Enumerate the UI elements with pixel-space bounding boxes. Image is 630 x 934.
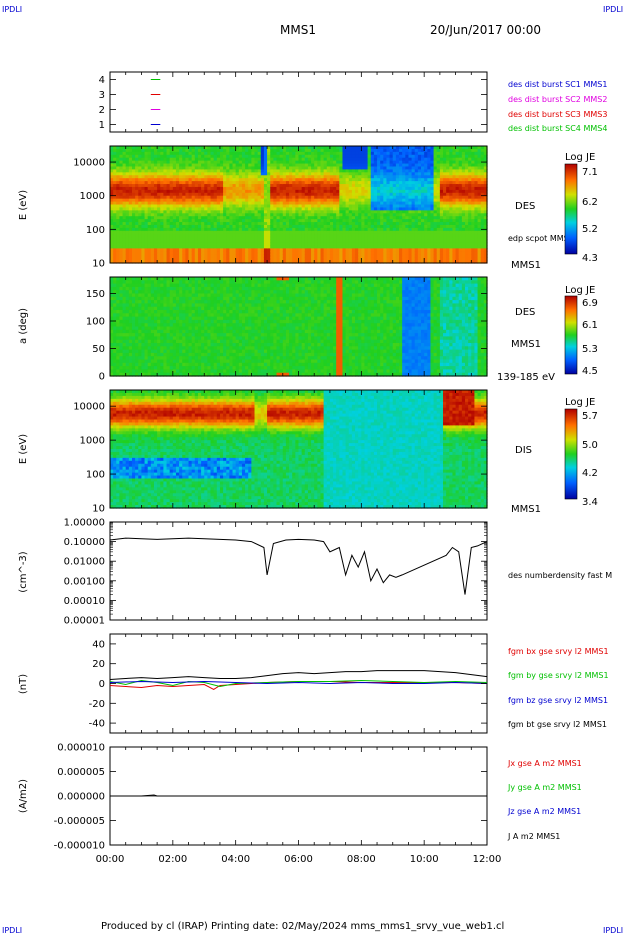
des-pitch-spectrogram <box>110 277 488 377</box>
corner-label-tl: IPDLI <box>2 5 22 14</box>
corner-label-tr: IPDLI <box>603 5 623 14</box>
datetime-title: 20/Jun/2017 00:00 <box>430 23 541 37</box>
des-energy-spectrogram <box>110 146 488 264</box>
mission-title: MMS1 <box>280 23 316 37</box>
